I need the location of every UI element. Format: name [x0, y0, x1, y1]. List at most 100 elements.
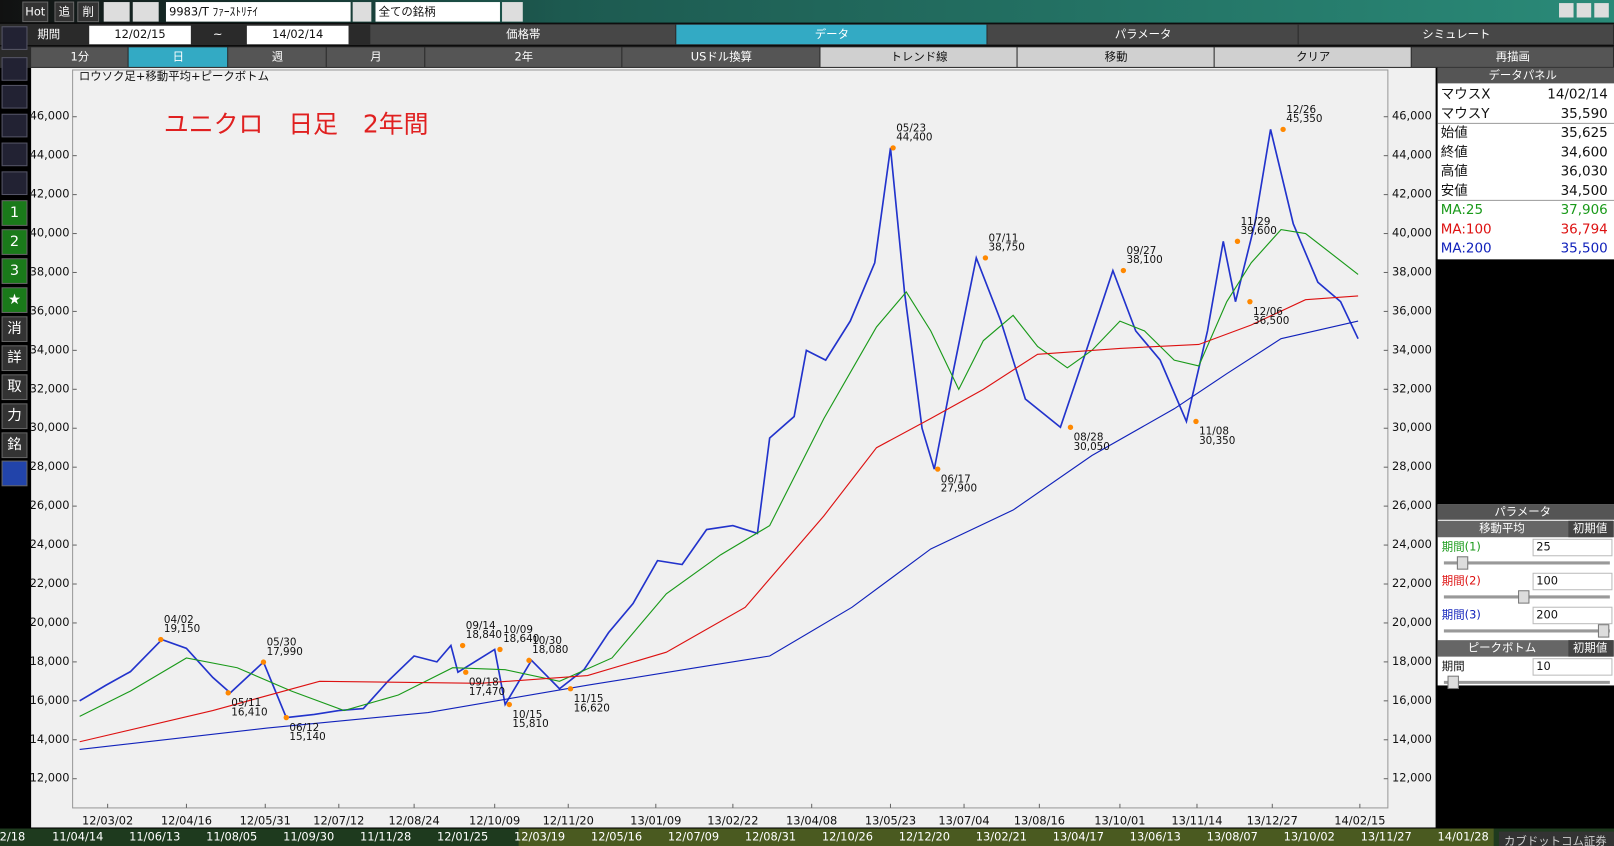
param-input[interactable]: [1532, 658, 1613, 676]
side-icon[interactable]: [1, 171, 28, 196]
annotation-value: 30,050: [1074, 441, 1110, 453]
peak-bottom-dot: [1120, 267, 1127, 274]
toolbar-button[interactable]: [326, 47, 425, 67]
y-tick-label: 38,000: [30, 265, 70, 279]
side-tool[interactable]: [1, 374, 28, 401]
annotation-date: 06/12: [289, 722, 319, 734]
toolbar-button-label: 再描画: [1496, 50, 1530, 64]
y-tick-label-right: 44,000: [1392, 148, 1432, 162]
param-label: 期間: [1442, 659, 1465, 673]
annotation-value: 17,470: [469, 686, 505, 698]
param-header: [1437, 504, 1614, 520]
peak-bottom-dot: [158, 636, 164, 643]
side-tool[interactable]: [1, 229, 28, 255]
toolbar-button[interactable]: [77, 1, 100, 23]
symbol-input[interactable]: [165, 2, 351, 22]
toolbar-button[interactable]: [820, 47, 1017, 67]
side-icon[interactable]: [1, 84, 28, 109]
param-input[interactable]: [1532, 572, 1613, 591]
tab[interactable]: [1298, 24, 1613, 45]
y-tick-label-right: 30,000: [1392, 420, 1432, 434]
peak-bottom-dot: [934, 466, 941, 472]
x-tick-label: 13/08/16: [1014, 813, 1065, 827]
annotation-value: 16,620: [574, 702, 610, 714]
param-input[interactable]: [1532, 538, 1613, 557]
side-tool[interactable]: [1, 287, 28, 313]
data-panel-header: [1437, 67, 1614, 84]
side-tool[interactable]: [1, 403, 28, 430]
toolbar-button-label: 追: [59, 4, 71, 18]
slider-thumb[interactable]: [1456, 556, 1469, 570]
reset-button[interactable]: [1568, 520, 1613, 538]
timeline-label: 12/05/16: [591, 830, 642, 844]
max-button[interactable]: [1576, 3, 1592, 18]
toolbar-button[interactable]: [31, 47, 128, 67]
data-row-value: 36,794: [1561, 222, 1608, 237]
toolbar-button[interactable]: [1411, 47, 1613, 67]
toolbar-button[interactable]: [54, 1, 75, 23]
timeline-label: 13/04/17: [1053, 830, 1104, 844]
close-button[interactable]: [1594, 3, 1609, 18]
tab[interactable]: [676, 24, 987, 45]
side-icon[interactable]: [1, 142, 28, 167]
reset-button[interactable]: [1568, 640, 1613, 657]
tab[interactable]: [370, 24, 676, 45]
toolbar-button-label: 削: [82, 4, 93, 18]
chart-area: [31, 67, 1436, 828]
slider-thumb[interactable]: [1597, 624, 1610, 638]
side-tool-label: 3: [10, 263, 19, 279]
side-tool[interactable]: [1, 200, 28, 226]
annotation-date: 10/09: [503, 624, 533, 636]
annotation-date: 11/29: [1241, 216, 1271, 228]
slider-thumb[interactable]: [1447, 675, 1459, 690]
timeline-label: 11/09/30: [283, 830, 334, 844]
side-tool[interactable]: [1, 432, 28, 459]
peak-header-label: ピークボトム: [1468, 640, 1536, 654]
side-tool[interactable]: [1, 345, 28, 372]
annotation-value: 44,400: [896, 132, 932, 144]
toolbar-button[interactable]: [1214, 47, 1411, 67]
data-row-value: 14/02/14: [1547, 88, 1608, 103]
toolbar-button[interactable]: [622, 47, 820, 67]
min-button[interactable]: [1559, 3, 1574, 18]
toolbar-button[interactable]: [128, 47, 228, 67]
x-tick-label: 13/12/27: [1247, 813, 1298, 827]
to-input[interactable]: [246, 25, 349, 45]
market-select[interactable]: [375, 2, 500, 22]
peak-bottom-dot: [526, 657, 532, 664]
ma-header-label: 移動平均: [1479, 521, 1525, 535]
market-dropdown[interactable]: [502, 2, 523, 22]
toolbar-button[interactable]: [425, 47, 622, 67]
toolbar-button[interactable]: [22, 1, 49, 23]
side-tool-label: 取: [7, 379, 22, 395]
toolbar-button[interactable]: [228, 47, 326, 67]
annotation-date: 09/18: [469, 677, 499, 689]
from-input[interactable]: [89, 25, 191, 45]
tab[interactable]: [987, 24, 1298, 45]
side-icon[interactable]: [1, 57, 28, 81]
x-tick-label: 13/11/14: [1171, 813, 1222, 827]
settings-icon[interactable]: [1, 460, 28, 487]
side-tool[interactable]: [1, 258, 28, 284]
side-tool[interactable]: [1, 316, 28, 343]
annotation-value: 36,500: [1253, 315, 1289, 327]
symbol-dropdown[interactable]: [352, 2, 372, 22]
param-label: 期間(1): [1442, 540, 1481, 554]
toolbar-button[interactable]: [1017, 47, 1214, 67]
market-text: 全ての銘柄: [379, 4, 436, 18]
next-button[interactable]: [132, 2, 159, 22]
param-input[interactable]: [1532, 606, 1613, 625]
x-tick-label: 12/08/24: [389, 813, 440, 827]
prev-button[interactable]: [103, 2, 130, 22]
slider-thumb[interactable]: [1518, 590, 1530, 604]
y-tick-label-right: 18,000: [1392, 654, 1432, 668]
annotation-date: 11/08: [1199, 426, 1229, 438]
data-row-label: MA:200: [1441, 242, 1492, 257]
side-icon[interactable]: [1, 113, 28, 138]
timeline-thumb[interactable]: [518, 828, 1494, 846]
annotation-date: 06/17: [941, 473, 971, 485]
data-row-label: 高値: [1441, 163, 1468, 180]
data-panel: [1437, 67, 1614, 260]
side-icon[interactable]: [1, 26, 28, 50]
